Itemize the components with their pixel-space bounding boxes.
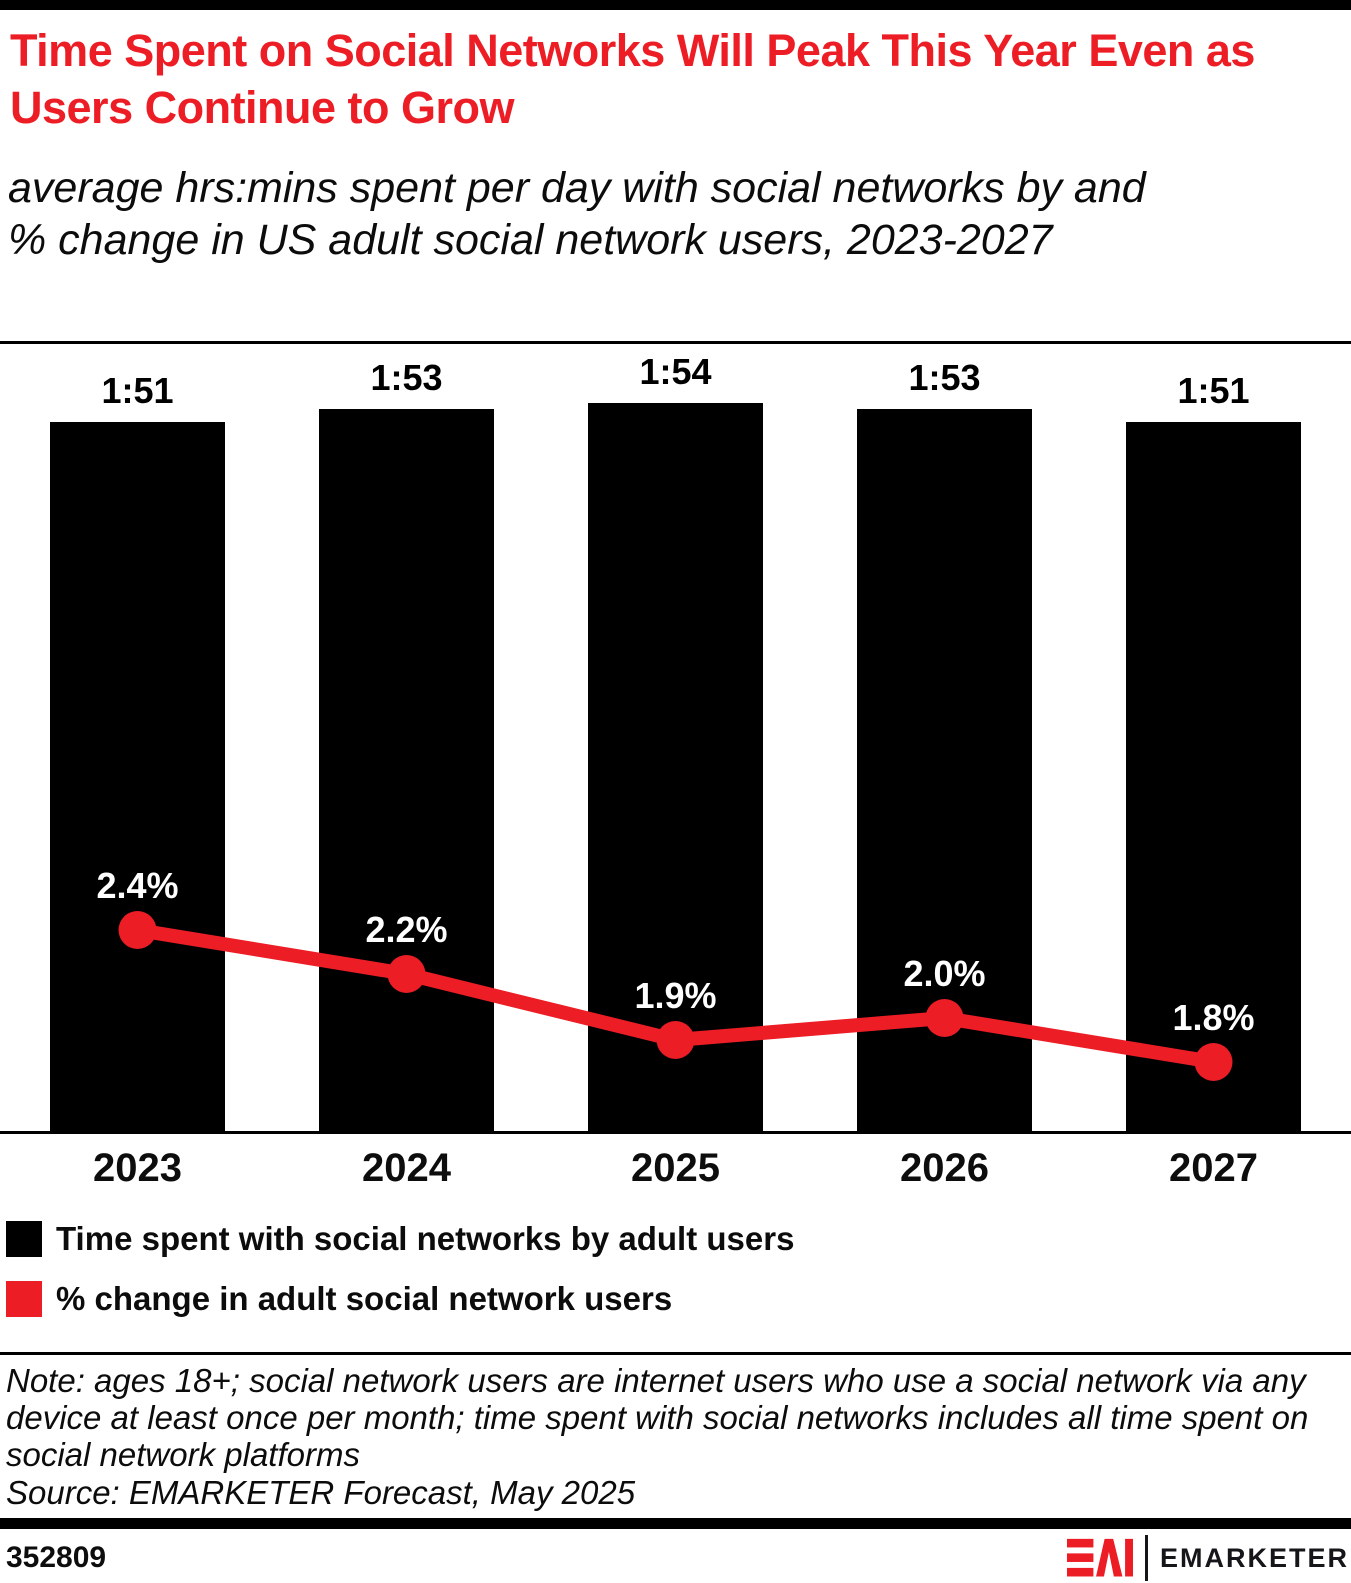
line-value-label-2025: 1.9% — [634, 975, 717, 1016]
em-monogram — [1066, 1538, 1133, 1577]
data-point-2026 — [925, 999, 964, 1037]
x-axis-label-2026: 2026 — [900, 1146, 989, 1190]
bar-value-label-2024: 1:53 — [370, 357, 443, 398]
bar-value-label-2025: 1:54 — [639, 351, 712, 392]
bar-2027 — [1126, 422, 1301, 1131]
chart-title: Time Spent on Social Networks Will Peak … — [10, 25, 1255, 133]
data-point-2024 — [387, 955, 426, 993]
x-axis-labels: 2023 2024 2025 2026 2027 — [0, 1146, 1351, 1196]
x-axis-label-2024: 2024 — [362, 1146, 451, 1190]
header-divider — [0, 341, 1351, 344]
footnote-divider — [0, 1352, 1351, 1355]
bar-value-label-2026: 1:53 — [908, 357, 981, 398]
x-axis-label-2023: 2023 — [93, 1146, 182, 1190]
legend-item-pct-change: % change in adult social network users — [6, 1280, 794, 1318]
legend-label: % change in adult social network users — [56, 1280, 673, 1317]
x-axis-label-2025: 2025 — [631, 1146, 720, 1190]
data-point-2023 — [118, 911, 157, 949]
line-value-label-2026: 2.0% — [903, 953, 986, 994]
footer-accent-bar — [0, 1518, 1351, 1529]
data-point-2025 — [656, 1021, 695, 1059]
brand-name: EMARKETER — [1159, 1542, 1349, 1573]
bar-2023 — [50, 422, 225, 1131]
chart-subtitle: average hrs:mins spent per day with soci… — [8, 164, 1146, 264]
line-value-label-2024: 2.2% — [365, 909, 448, 950]
legend-item-time-spent: Time spent with social networks by adult… — [6, 1220, 794, 1258]
legend-swatch-line-series — [6, 1281, 42, 1317]
legend-swatch-bar-series — [6, 1221, 42, 1257]
source-text: Source: EMARKETER Forecast, May 2025 — [6, 1474, 636, 1511]
bar-2024 — [319, 409, 494, 1131]
emarketer-logo-icon — [1066, 1538, 1133, 1577]
chart-id: 352809 — [6, 1541, 107, 1574]
x-axis-label-2027: 2027 — [1169, 1146, 1258, 1190]
bar-value-label-2023: 1:51 — [101, 370, 174, 411]
x-axis-line — [0, 1131, 1351, 1134]
footnote-text: Note: ages 18+; social network users are… — [6, 1362, 1309, 1473]
logo-divider — [1144, 1535, 1148, 1581]
data-point-2027 — [1194, 1043, 1233, 1081]
trend-line — [118, 911, 1233, 1081]
brand-lockup: EMARKETER — [1066, 1534, 1349, 1582]
line-value-label-2023: 2.4% — [96, 865, 179, 906]
plot-area: 1:51 1:53 1:54 1:53 1:51 2.4% 2.2% 1.9% 2.0% 1.8% — [0, 345, 1351, 1131]
legend-label: Time spent with social networks by adult… — [56, 1220, 795, 1257]
bar-value-label-2027: 1:51 — [1177, 370, 1250, 411]
bar-2025 — [588, 403, 763, 1131]
legend: Time spent with social networks by adult… — [6, 1220, 794, 1318]
line-value-label-2027: 1.8% — [1172, 997, 1255, 1038]
top-accent-bar — [0, 0, 1351, 10]
